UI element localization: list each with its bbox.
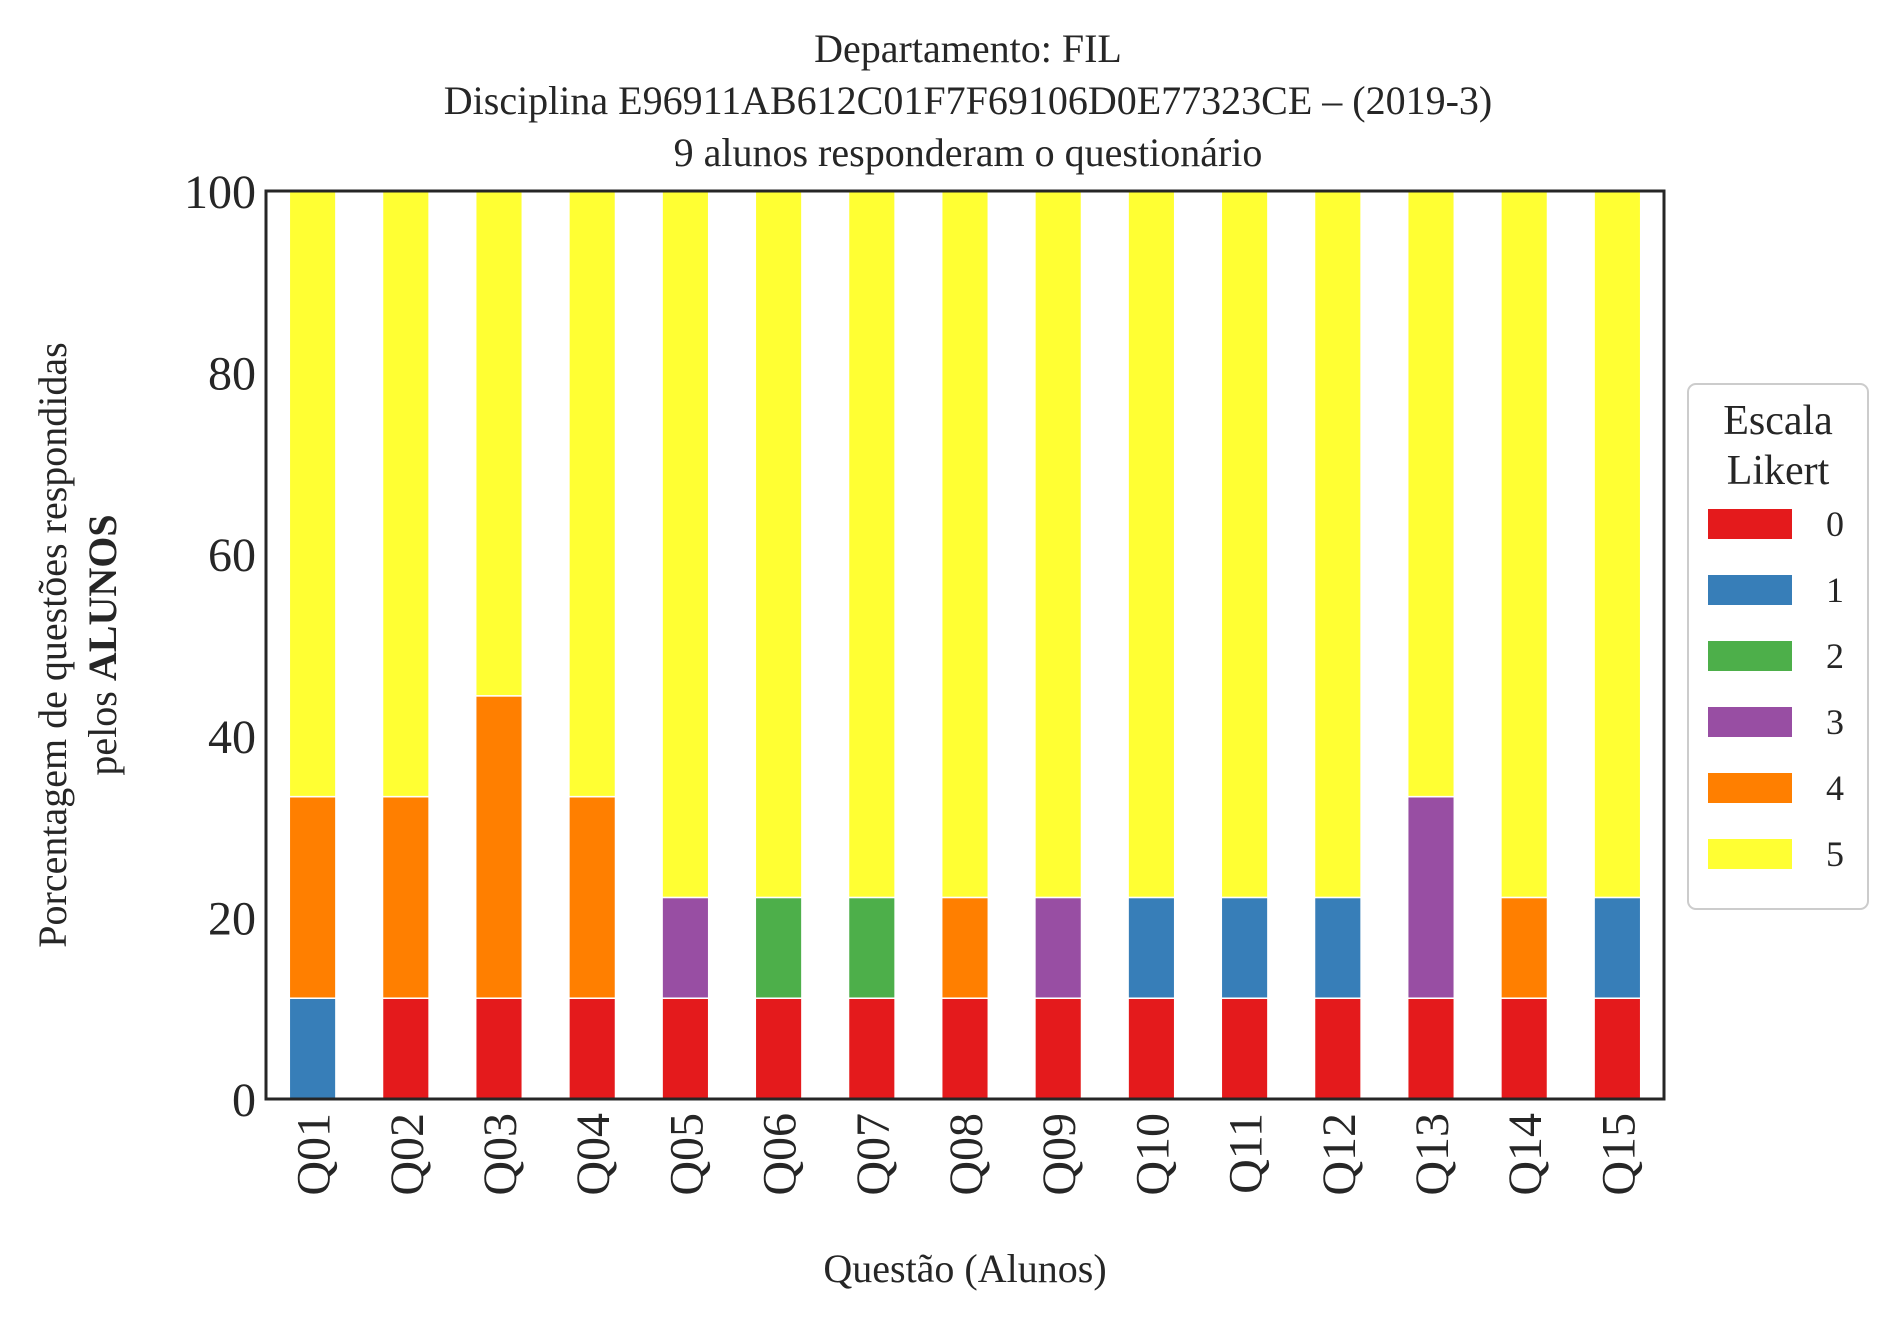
bar-q10-likert-0 <box>1127 997 1176 1100</box>
bar-q15-likert-1 <box>1593 896 1642 999</box>
x-tick-label: Q02 <box>381 1113 434 1196</box>
legend-title-line-1: Escala <box>1723 398 1833 444</box>
y-tick-label: 0 <box>232 1074 256 1127</box>
y-axis-label-prefix: pelos <box>80 681 125 775</box>
legend-swatch-3 <box>1708 707 1792 737</box>
plot-frame <box>264 189 1666 1101</box>
y-axis-ticks: 0 20 40 60 80 100 <box>184 166 256 1127</box>
bar-q01-likert-4 <box>288 795 337 999</box>
x-tick-label: Q11 <box>1220 1113 1273 1194</box>
y-axis-label-line-2: pelos ALUNOS <box>80 514 125 775</box>
bar-q10-likert-5 <box>1127 190 1176 899</box>
legend-label-2: 2 <box>1826 636 1844 676</box>
y-tick-label: 40 <box>208 711 256 764</box>
legend-items: 0 1 2 3 4 5 <box>1708 504 1844 874</box>
bar-q09-likert-0 <box>1034 997 1083 1100</box>
bar-q08-likert-4 <box>940 896 990 999</box>
bar-q02-likert-4 <box>381 795 430 999</box>
x-tick-label: Q08 <box>940 1113 993 1196</box>
x-tick-label: Q01 <box>288 1113 341 1196</box>
x-axis-label: Questão (Alunos) <box>823 1246 1106 1291</box>
bar-q12-likert-1 <box>1313 896 1362 999</box>
bar-q03-likert-5 <box>474 190 524 697</box>
bar-q09-likert-5 <box>1034 190 1083 899</box>
bar-q06-likert-0 <box>754 997 803 1100</box>
bar-q04-likert-5 <box>568 190 617 798</box>
bar-q01-likert-1 <box>288 997 337 1100</box>
legend-label-1: 1 <box>1826 570 1844 610</box>
bar-q10-likert-1 <box>1127 896 1176 999</box>
y-axis-label-line-1: Porcentagem de questões respondidas <box>30 342 75 947</box>
bars-layer <box>288 190 1642 1100</box>
bar-q12-likert-5 <box>1313 190 1362 899</box>
title-line-2: Disciplina E96911AB612C01F7F69106D0E7732… <box>444 78 1493 123</box>
bar-q05-likert-3 <box>661 896 710 999</box>
x-tick-label: Q03 <box>474 1113 527 1196</box>
legend-swatch-0 <box>1708 509 1792 539</box>
bar-q15-likert-5 <box>1593 190 1642 899</box>
title-line-1: Departamento: FIL <box>814 26 1122 71</box>
legend: Escala Likert 0 1 2 3 4 5 <box>1687 383 1869 910</box>
bar-q14-likert-5 <box>1500 190 1549 899</box>
bar-q02-likert-5 <box>381 190 430 798</box>
x-tick-label: Q14 <box>1499 1113 1552 1196</box>
legend-title-line-2: Likert <box>1727 448 1830 494</box>
y-tick-label: 60 <box>208 529 256 582</box>
bar-q13-likert-5 <box>1406 190 1456 798</box>
bar-q08-likert-5 <box>940 190 990 899</box>
bar-q06-likert-5 <box>754 190 803 899</box>
y-axis-label-bold: ALUNOS <box>80 514 125 681</box>
legend-label-4: 4 <box>1826 768 1844 808</box>
x-tick-label: Q13 <box>1406 1113 1459 1196</box>
x-tick-label: Q07 <box>847 1113 900 1196</box>
y-tick-label: 20 <box>208 892 256 945</box>
legend-swatch-5 <box>1708 839 1792 869</box>
bar-q08-likert-0 <box>940 997 990 1100</box>
bar-q11-likert-1 <box>1220 896 1269 999</box>
x-tick-label: Q09 <box>1033 1113 1086 1196</box>
legend-label-0: 0 <box>1826 504 1844 544</box>
bar-q15-likert-0 <box>1593 997 1642 1100</box>
x-tick-label: Q10 <box>1126 1113 1179 1196</box>
bar-q09-likert-3 <box>1034 896 1083 999</box>
bar-q14-likert-4 <box>1500 896 1549 999</box>
bar-q04-likert-4 <box>568 795 617 999</box>
bar-q11-likert-0 <box>1220 997 1269 1100</box>
bar-q11-likert-5 <box>1220 190 1269 899</box>
x-tick-label: Q12 <box>1313 1113 1366 1196</box>
y-tick-label: 100 <box>184 166 256 219</box>
legend-swatch-1 <box>1708 575 1792 605</box>
bar-q03-likert-0 <box>474 997 524 1100</box>
bar-q02-likert-0 <box>381 997 430 1100</box>
bar-q05-likert-0 <box>661 997 710 1100</box>
x-axis-ticks: Q01 Q02 Q03 Q04 Q05 Q06 Q07 Q08 Q09 Q10 Q11 Q12 Q13 Q… <box>288 1113 1646 1196</box>
bar-q01-likert-5 <box>288 190 337 798</box>
bar-q05-likert-5 <box>661 190 710 899</box>
bar-q07-likert-0 <box>847 997 896 1100</box>
legend-label-5: 5 <box>1826 834 1844 874</box>
bar-q13-likert-3 <box>1406 795 1456 999</box>
bar-q04-likert-0 <box>568 997 617 1100</box>
x-tick-label: Q05 <box>660 1113 713 1196</box>
bar-q13-likert-0 <box>1406 997 1456 1100</box>
legend-swatch-2 <box>1708 641 1792 671</box>
legend-swatch-4 <box>1708 773 1792 803</box>
x-tick-label: Q15 <box>1592 1113 1645 1196</box>
bar-q06-likert-2 <box>754 896 803 999</box>
bar-q07-likert-2 <box>847 896 896 999</box>
x-tick-label: Q04 <box>567 1113 620 1196</box>
bar-q07-likert-5 <box>847 190 896 899</box>
bar-q12-likert-0 <box>1313 997 1362 1100</box>
bar-q03-likert-4 <box>474 695 524 999</box>
bar-q14-likert-0 <box>1500 997 1549 1100</box>
y-axis-label: Porcentagem de questões respondidas pelo… <box>30 342 125 947</box>
x-tick-label: Q06 <box>754 1113 807 1196</box>
y-tick-label: 80 <box>208 348 256 401</box>
legend-label-3: 3 <box>1826 702 1844 742</box>
chart-title: Departamento: FIL Disciplina E96911AB612… <box>444 26 1493 175</box>
title-line-3: 9 alunos responderam o questionário <box>674 130 1263 175</box>
